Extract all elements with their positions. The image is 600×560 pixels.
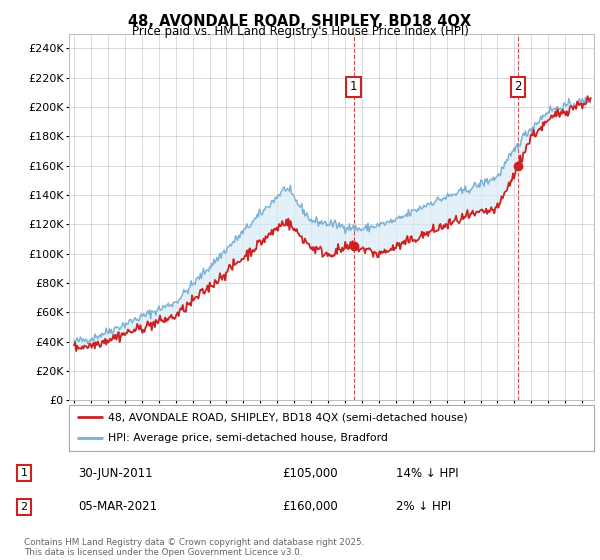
Text: 1: 1 [350, 80, 357, 94]
Text: 1: 1 [20, 468, 28, 478]
Text: 2% ↓ HPI: 2% ↓ HPI [396, 500, 451, 514]
Text: 48, AVONDALE ROAD, SHIPLEY, BD18 4QX (semi-detached house): 48, AVONDALE ROAD, SHIPLEY, BD18 4QX (se… [109, 412, 468, 422]
Text: 2: 2 [20, 502, 28, 512]
Text: HPI: Average price, semi-detached house, Bradford: HPI: Average price, semi-detached house,… [109, 433, 388, 444]
Text: Price paid vs. HM Land Registry's House Price Index (HPI): Price paid vs. HM Land Registry's House … [131, 25, 469, 38]
Text: 2: 2 [514, 80, 521, 94]
Text: Contains HM Land Registry data © Crown copyright and database right 2025.
This d: Contains HM Land Registry data © Crown c… [24, 538, 364, 557]
Text: 14% ↓ HPI: 14% ↓ HPI [396, 466, 458, 480]
Text: £160,000: £160,000 [282, 500, 338, 514]
Text: 48, AVONDALE ROAD, SHIPLEY, BD18 4QX: 48, AVONDALE ROAD, SHIPLEY, BD18 4QX [128, 14, 472, 29]
Text: 05-MAR-2021: 05-MAR-2021 [78, 500, 157, 514]
Text: 30-JUN-2011: 30-JUN-2011 [78, 466, 152, 480]
Text: £105,000: £105,000 [282, 466, 338, 480]
